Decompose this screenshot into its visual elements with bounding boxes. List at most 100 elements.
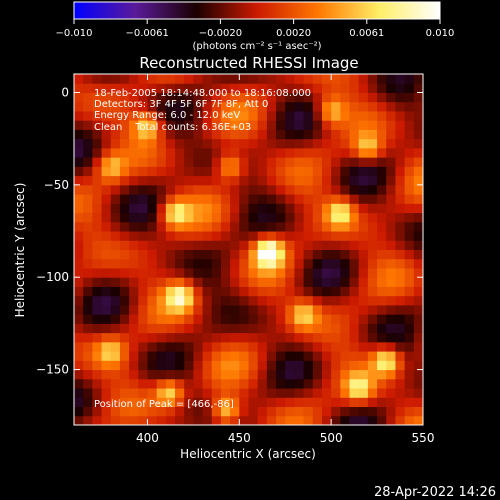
heatmap-cell xyxy=(349,147,360,158)
heatmap-cell xyxy=(138,323,148,334)
heatmap-cell xyxy=(147,249,158,260)
heatmap-cell xyxy=(413,231,423,241)
heatmap-cell xyxy=(147,83,158,93)
heatmap-cell xyxy=(331,240,341,250)
heatmap-cell xyxy=(129,147,139,158)
heatmap-cell xyxy=(184,277,194,287)
heatmap-cell xyxy=(358,341,369,352)
heatmap-cell xyxy=(303,166,314,177)
heatmap-cell xyxy=(331,351,341,361)
heatmap-cell xyxy=(303,138,314,149)
heatmap-cell xyxy=(175,341,185,352)
heatmap-cell xyxy=(156,175,167,186)
heatmap-cell xyxy=(193,323,204,334)
heatmap-cell xyxy=(83,184,93,195)
heatmap-cell xyxy=(321,249,332,260)
heatmap-cell xyxy=(358,74,369,84)
heatmap-cell xyxy=(211,231,222,241)
heatmap-cell xyxy=(395,397,406,408)
heatmap-cell xyxy=(331,369,341,380)
heatmap-cell xyxy=(101,406,112,417)
heatmap-cell xyxy=(165,332,176,343)
heatmap-cell xyxy=(211,323,222,334)
heatmap-cell xyxy=(349,240,360,250)
heatmap-cell xyxy=(175,129,185,140)
heatmap-cell xyxy=(110,258,121,269)
heatmap-cell xyxy=(101,267,112,278)
heatmap-cell xyxy=(266,194,277,204)
heatmap-cell xyxy=(321,212,332,223)
heatmap-cell xyxy=(276,249,286,260)
heatmap-cell xyxy=(129,277,139,287)
heatmap-cell xyxy=(294,240,305,250)
heatmap-cell xyxy=(193,74,204,84)
heatmap-cell xyxy=(83,286,93,297)
heatmap-cell xyxy=(119,157,130,167)
heatmap-cell xyxy=(276,314,286,324)
heatmap-cell xyxy=(110,341,121,352)
heatmap-cell xyxy=(211,295,222,306)
heatmap-cell xyxy=(248,304,259,315)
heatmap-cell xyxy=(110,277,121,287)
heatmap-cell xyxy=(239,92,249,103)
heatmap-cell xyxy=(193,388,204,398)
heatmap-cell xyxy=(266,74,277,84)
heatmap-cell xyxy=(266,175,277,186)
heatmap-cell xyxy=(367,147,378,158)
heatmap-cell xyxy=(248,249,259,260)
heatmap-cell xyxy=(312,184,323,195)
heatmap-cell xyxy=(110,286,121,297)
heatmap-cell xyxy=(193,240,204,250)
heatmap-cell xyxy=(377,231,387,241)
heatmap-cell xyxy=(285,101,295,112)
heatmap-cell xyxy=(340,83,351,93)
heatmap-cell xyxy=(110,92,121,103)
heatmap-cell xyxy=(404,221,415,232)
heatmap-cell xyxy=(276,360,286,371)
heatmap-cell xyxy=(147,231,158,241)
heatmap-cell xyxy=(294,138,305,149)
heatmap-cell xyxy=(367,194,378,204)
heatmap-cell xyxy=(129,341,139,352)
heatmap-cell xyxy=(239,203,249,214)
heatmap-cell xyxy=(230,157,240,167)
heatmap-cell xyxy=(395,110,406,121)
heatmap-cell xyxy=(413,184,423,195)
heatmap-cell xyxy=(321,101,332,112)
heatmap-cell xyxy=(377,92,387,103)
heatmap-cell xyxy=(193,221,204,232)
heatmap-cell xyxy=(331,258,341,269)
heatmap-cell xyxy=(340,147,351,158)
heatmap-cell xyxy=(276,415,286,425)
heatmap-cell xyxy=(321,406,332,417)
heatmap-cell xyxy=(303,74,314,84)
heatmap-cell xyxy=(257,258,268,269)
heatmap-cell xyxy=(165,378,176,389)
heatmap-cell xyxy=(239,323,249,334)
heatmap-cell xyxy=(92,332,103,343)
heatmap-cell xyxy=(211,341,222,352)
heatmap-cell xyxy=(386,110,396,121)
heatmap-cell xyxy=(184,184,194,195)
heatmap-cell xyxy=(276,101,286,112)
heatmap-cell xyxy=(395,184,406,195)
heatmap-cell xyxy=(175,157,185,167)
heatmap-cell xyxy=(147,351,158,361)
heatmap-cell xyxy=(349,314,360,324)
heatmap-cell xyxy=(303,110,314,121)
chart-title: Reconstructed RHESSI Image xyxy=(139,54,358,72)
heatmap-cell xyxy=(202,378,213,389)
heatmap-cell xyxy=(138,378,148,389)
heatmap-cell xyxy=(83,415,93,425)
heatmap-cell xyxy=(285,360,295,371)
heatmap-cell xyxy=(92,388,103,398)
heatmap-cell xyxy=(110,184,121,195)
heatmap-cell xyxy=(147,240,158,250)
heatmap-cell xyxy=(119,231,130,241)
heatmap-cell xyxy=(248,378,259,389)
heatmap-cell xyxy=(101,157,112,167)
heatmap-cell xyxy=(101,369,112,380)
heatmap-cell xyxy=(358,212,369,223)
heatmap-cell xyxy=(184,249,194,260)
heatmap-cell xyxy=(266,314,277,324)
